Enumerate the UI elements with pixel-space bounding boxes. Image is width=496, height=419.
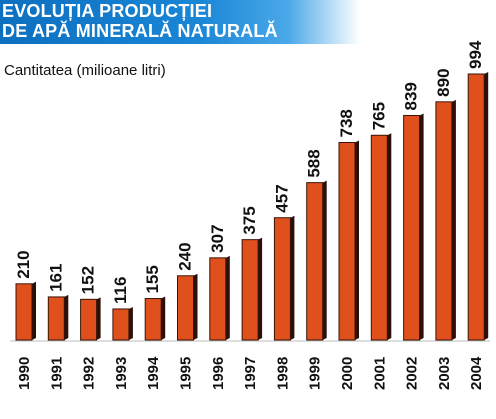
bar-1991 [47, 296, 65, 341]
bar-1997 [241, 239, 259, 341]
bar-1993 [112, 308, 130, 341]
bar-side [322, 180, 327, 340]
bar-side [32, 281, 36, 340]
bar-side [290, 215, 295, 340]
bar-1996 [209, 257, 227, 341]
bar-1999 [306, 182, 324, 341]
value-label-1997: 375 [240, 206, 259, 234]
bar-side [419, 113, 424, 340]
year-label-1993: 1993 [113, 357, 130, 390]
value-label-1996: 307 [208, 224, 227, 252]
title-band [0, 0, 360, 44]
year-label-2001: 2001 [371, 357, 388, 390]
bar-1994 [144, 298, 162, 341]
bar-1998 [273, 217, 291, 341]
year-label-2002: 2002 [404, 357, 421, 390]
year-label-2003: 2003 [436, 357, 453, 390]
year-label-1990: 1990 [16, 357, 33, 390]
value-label-2002: 839 [402, 82, 421, 110]
bar-side [193, 273, 198, 340]
value-label-1993: 116 [111, 277, 130, 304]
y-axis-label: Cantitatea (milioane litri) [4, 62, 166, 79]
bar-1990 [15, 283, 33, 341]
year-label-2004: 2004 [468, 356, 485, 390]
value-label-1994: 155 [143, 265, 162, 293]
bar-side [258, 237, 263, 340]
year-label-1991: 1991 [48, 357, 65, 390]
bar-side [161, 296, 166, 340]
value-label-1992: 152 [79, 266, 98, 294]
value-label-1999: 588 [305, 149, 324, 177]
value-label-1998: 457 [272, 184, 291, 212]
bar-2004 [467, 73, 485, 341]
year-label-1992: 1992 [81, 357, 98, 390]
bar-side [484, 72, 489, 340]
value-label-1995: 240 [176, 242, 195, 270]
chart-title-line-2: DE APĂ MINERALĂ NATURALĂ [2, 21, 278, 41]
year-label-1996: 1996 [210, 357, 227, 390]
chart-title-line-1: EVOLUȚIA PRODUCȚIEI [2, 1, 213, 21]
year-label-1998: 1998 [274, 357, 291, 390]
bar-side [128, 306, 133, 340]
bar-2003 [435, 101, 453, 341]
bar-2001 [370, 134, 388, 341]
value-label-1991: 161 [46, 264, 65, 292]
bar-2002 [403, 114, 421, 341]
value-label-1990: 210 [14, 250, 33, 278]
bar-1992 [80, 298, 98, 341]
bar-side [225, 255, 230, 340]
bar-side [451, 99, 456, 340]
bar-side [355, 140, 359, 340]
bar-1995 [177, 275, 194, 341]
year-label-1999: 1999 [307, 357, 324, 390]
year-label-2000: 2000 [339, 357, 356, 390]
bar-side [387, 133, 392, 340]
value-label-2003: 890 [434, 68, 453, 96]
year-label-1997: 1997 [242, 357, 259, 390]
value-label-2000: 738 [337, 109, 356, 137]
bar-side [64, 294, 69, 340]
value-label-2001: 765 [369, 102, 388, 130]
bar-2000 [338, 142, 356, 341]
chart-title: EVOLUȚIA PRODUCȚIEI DE APĂ MINERALĂ NATU… [0, 0, 496, 46]
bar-side [96, 297, 101, 340]
year-label-1995: 1995 [178, 357, 195, 390]
year-label-1994: 1994 [145, 356, 162, 390]
value-label-2004: 994 [466, 40, 485, 69]
